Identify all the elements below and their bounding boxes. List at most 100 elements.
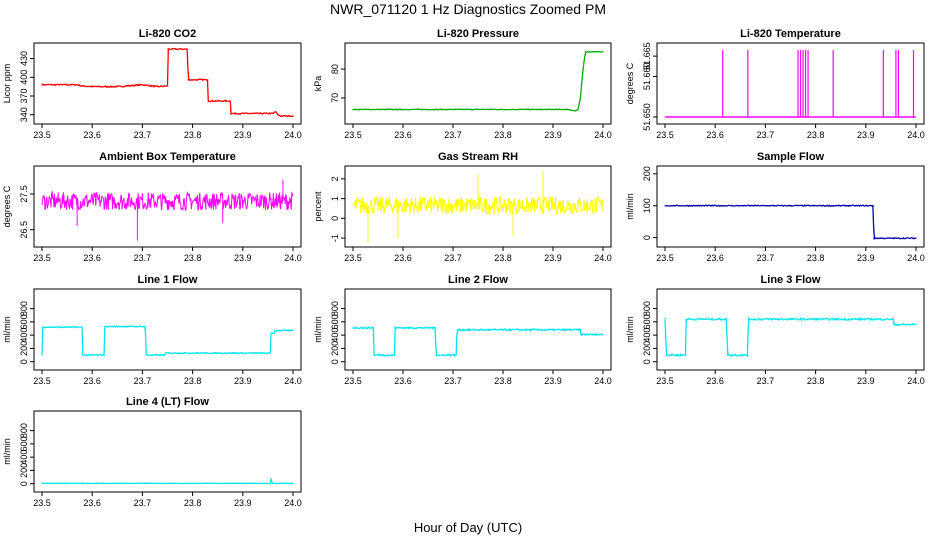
x-tick-label: 24.0 [284,498,302,508]
x-tick-label: 23.7 [134,498,152,508]
x-tick-label: 23.6 [706,130,724,140]
data-point [145,354,147,356]
data-point [602,51,604,53]
y-tick-label: 200 [642,166,652,181]
x-tick-label: 23.8 [494,376,512,386]
plot-frame [656,42,925,125]
x-tick-label: 23.6 [706,376,724,386]
series-line [352,50,604,112]
x-tick-label: 23.9 [544,376,562,386]
y-tick-label: 800 [19,301,29,316]
data-point [872,205,874,207]
y-axis-label: kPa [313,76,323,92]
y-tick-label: 70 [330,93,340,103]
data-point [76,84,78,86]
data-point [292,329,294,332]
data-point [81,326,83,328]
data-point [141,84,143,86]
panel-title: Line 2 Flow [448,274,508,286]
x-tick-label: 23.5 [33,498,51,508]
series-line [41,47,294,118]
x-tick-label: 23.5 [33,253,51,263]
y-tick-label: 2 [330,176,340,181]
panel-9: Line 3 Flow ml/min 23.5 23.6 23.7 23.8 23.9 24.… [625,274,925,386]
data-point [81,85,83,87]
y-tick-label: 0 [330,216,340,221]
panel-title: Li-820 CO2 [139,28,196,40]
x-tick-label: 24.0 [284,253,302,263]
panel-title: Li-820 Temperature [740,28,841,40]
plot-frame [656,288,925,371]
x-tick-label: 23.7 [757,253,775,263]
y-tick-label: 0 [330,359,340,364]
x-tick-label: 23.8 [807,376,825,386]
y-tick-label: 340 [19,107,29,122]
panel-title: Line 1 Flow [138,274,198,286]
data-point [579,329,582,331]
x-tick-label: 23.6 [394,253,412,263]
x-tick-label: 23.6 [706,253,724,263]
y-tick-label: 600 [642,314,652,329]
y-tick-label: 400 [19,328,29,343]
x-tick-label: 23.6 [394,130,412,140]
y-axis-label: ml/min [625,193,635,220]
data-point [164,352,167,354]
x-tick-label: 24.0 [594,376,612,386]
x-tick-label: 23.9 [544,253,562,263]
plot-frame [344,288,612,371]
data-point [269,482,272,484]
y-tick-label: 26.5 [19,221,29,239]
data-point [352,327,354,329]
data-point [574,110,577,112]
y-tick-label: -1 [330,234,340,242]
series-line [352,325,604,358]
y-tick-label: 800 [19,423,29,438]
plot-frame [33,288,302,371]
x-tick-label: 24.0 [594,253,612,263]
data-point [116,86,118,88]
y-axis-label: Licor ppm [2,64,12,104]
data-point [273,332,276,334]
data-point [577,108,579,111]
data-point [435,354,437,356]
data-point [292,115,294,117]
data-point [230,112,232,115]
plot-frame [33,42,302,125]
x-tick-label: 23.8 [184,498,202,508]
x-tick-label: 23.7 [444,130,462,140]
figure-xlabel: Hour of Day (UTC) [414,520,522,535]
x-tick-label: 23.9 [234,130,252,140]
x-tick-label: 23.5 [344,253,362,263]
data-point [103,354,105,356]
data-point [187,79,189,81]
x-tick-label: 23.9 [234,253,252,263]
x-tick-label: 23.5 [656,376,674,386]
x-tick-label: 23.9 [857,253,875,263]
y-tick-label: 200 [19,341,29,356]
y-tick-label: 27.5 [19,185,29,203]
panel-7: Line 1 Flow ml/min 23.5 23.6 23.7 23.8 23.9 24.… [2,274,302,386]
data-point [207,79,209,81]
series-line [41,325,294,357]
y-tick-label: 800 [642,301,652,316]
y-tick-label: 400 [330,328,340,343]
data-point [271,481,273,483]
series-line [665,204,916,241]
data-point [272,482,274,484]
data-point [274,329,276,332]
data-point [579,97,582,99]
data-point [455,354,458,356]
y-tick-label: 51.650 [642,103,652,131]
x-tick-label: 23.5 [33,376,51,386]
data-point [352,108,354,111]
data-point [167,48,169,50]
data-point [394,327,396,329]
panel-4: Ambient Box Temperature degrees C 23.5 23.6… [2,151,302,263]
panel-title: Ambient Box Temperature [99,151,236,163]
series-line [41,478,294,485]
data-point [664,205,666,207]
y-axis-label: ml/min [2,316,12,343]
x-tick-label: 23.8 [184,253,202,263]
panel-title: Gas Stream RH [438,151,518,163]
